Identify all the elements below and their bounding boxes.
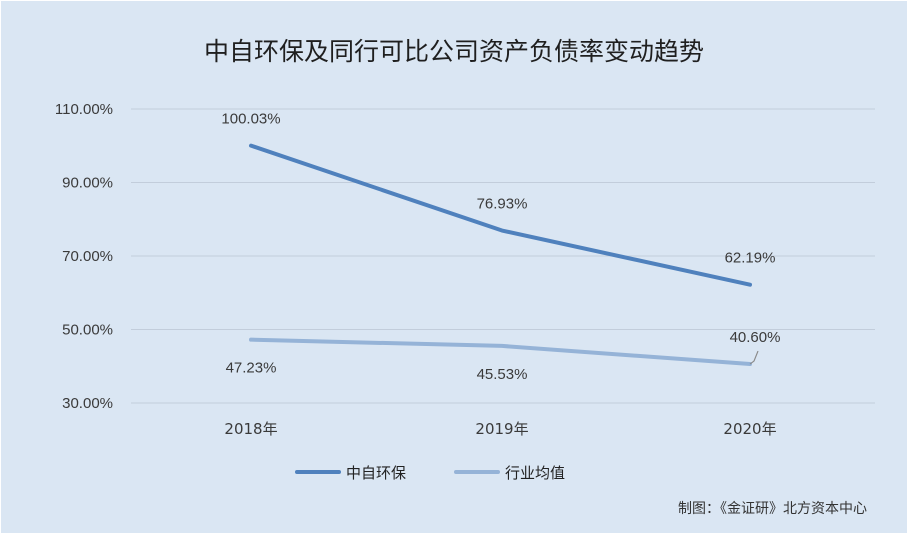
source-credit: 制图：《金证研》北方资本中心 xyxy=(678,501,867,517)
series-line-industry xyxy=(249,337,752,367)
y-tick-label: 70.00% xyxy=(62,248,113,265)
legend-label-industry: 行业均值 xyxy=(505,464,565,482)
data-labels: 100.03% 76.93% 62.19% 47.23% 45.53% 40.60% xyxy=(221,111,780,383)
data-label: 45.53% xyxy=(477,366,528,383)
x-tick-label: 2019年 xyxy=(475,420,528,438)
data-label: 62.19% xyxy=(725,250,776,267)
y-tick-label: 90.00% xyxy=(62,175,113,192)
label-leader-line xyxy=(749,350,759,365)
x-axis-ticks: 2018年 2019年 2020年 xyxy=(224,420,776,438)
series-lines xyxy=(249,143,752,367)
legend: 中自环保 行业均值 xyxy=(295,464,565,482)
y-tick-label: 50.00% xyxy=(62,322,113,339)
y-tick-label: 30.00% xyxy=(62,395,113,412)
data-label: 76.93% xyxy=(477,196,528,213)
chart-title: 中自环保及同行可比公司资产负债率变动趋势 xyxy=(204,37,704,66)
gridlines xyxy=(131,108,875,404)
x-tick-label: 2020年 xyxy=(723,420,776,438)
data-label: 100.03% xyxy=(221,111,280,128)
x-tick-label: 2018年 xyxy=(224,420,277,438)
y-axis-ticks: 30.00% 50.00% 70.00% 90.00% 110.00% xyxy=(55,101,113,412)
data-label: 40.60% xyxy=(730,329,781,346)
y-tick-label: 110.00% xyxy=(55,101,113,118)
legend-label-zhongzi: 中自环保 xyxy=(346,464,406,482)
series-line-zhongzi xyxy=(249,143,752,287)
data-label: 47.23% xyxy=(226,360,277,377)
